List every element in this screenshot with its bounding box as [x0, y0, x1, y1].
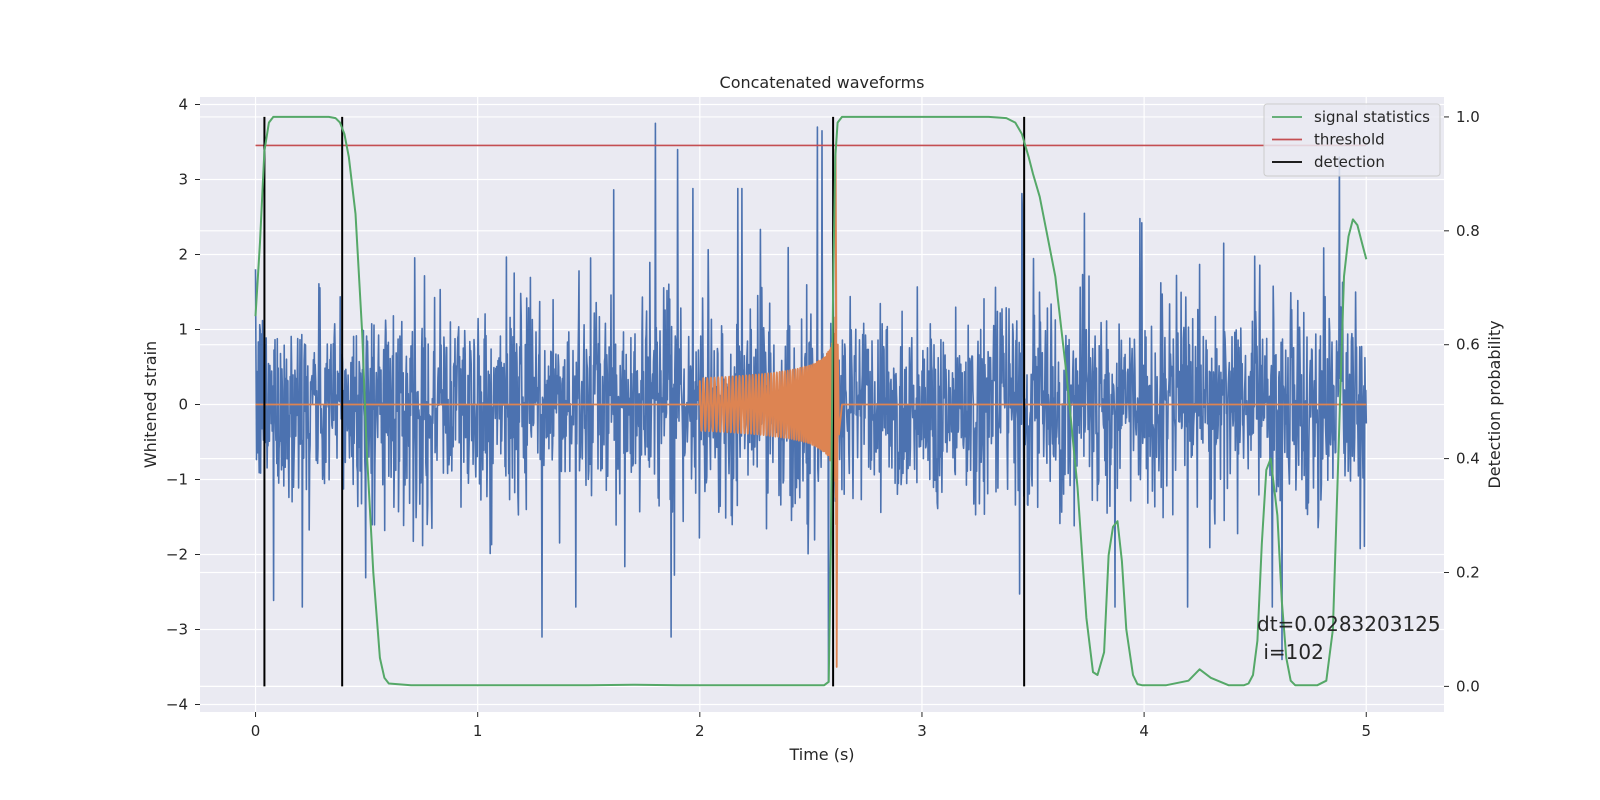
y-left-tick-label: 1: [178, 321, 188, 339]
signal-statistics-line: [254, 115, 1368, 687]
y-left-tick-label: 0: [178, 396, 188, 414]
y-right-tick-label: 0.6: [1456, 336, 1480, 354]
x-tick-label: 3: [917, 722, 927, 740]
x-tick-label: 0: [251, 722, 261, 740]
annotation-line-1: dt=0.0283203125: [1257, 612, 1441, 636]
y-left-tick-label: −1: [166, 471, 188, 489]
y-left-tick-label: 3: [178, 171, 188, 189]
signal-statistics-series: [254, 115, 1368, 687]
y-right-axis-ticks: 0.0 0.2 0.4 0.6 0.8 1.0: [1444, 108, 1480, 695]
y-right-axis-label: Detection probability: [1485, 320, 1504, 488]
legend: signal statistics threshold detection: [1263, 103, 1441, 177]
x-tick-label: 1: [473, 722, 483, 740]
y-left-tick-label: −2: [166, 546, 188, 564]
x-tick-label: 2: [695, 722, 705, 740]
y-left-axis-label: Whitened strain: [141, 341, 160, 468]
chart-title: Concatenated waveforms: [720, 73, 925, 92]
x-axis-ticks: 0 1 2 3 4 5: [251, 712, 1371, 740]
y-right-tick-label: 0.4: [1456, 450, 1480, 468]
y-right-tick-label: 0.2: [1456, 563, 1480, 581]
template-line: [255, 148, 1367, 668]
x-tick-label: 5: [1361, 722, 1371, 740]
annotation: dt=0.0283203125 i=102: [1257, 612, 1441, 664]
y-right-tick-label: 1.0: [1456, 108, 1480, 126]
x-axis-label: Time (s): [788, 745, 854, 764]
legend-box: [1263, 103, 1441, 177]
legend-label-signal-statistics: signal statistics: [1314, 108, 1430, 126]
y-left-tick-label: 4: [178, 96, 188, 114]
whitened-strain-line: [254, 122, 1368, 683]
y-right-tick-label: 0.8: [1456, 222, 1480, 240]
x-tick-label: 4: [1139, 722, 1149, 740]
legend-label-threshold: threshold: [1314, 131, 1385, 149]
y-left-tick-label: −3: [166, 621, 188, 639]
template-series: [255, 148, 1367, 668]
legend-label-detection: detection: [1314, 153, 1385, 171]
annotation-line-2: i=102: [1257, 640, 1324, 664]
y-right-tick-label: 0.0: [1456, 677, 1480, 695]
y-left-axis-ticks: −4 −3 −2 −1 0 1 2 3 4: [166, 96, 200, 714]
y-left-tick-label: −4: [166, 696, 188, 714]
whitened-strain-series: [254, 122, 1368, 683]
y-left-tick-label: 2: [178, 246, 188, 264]
